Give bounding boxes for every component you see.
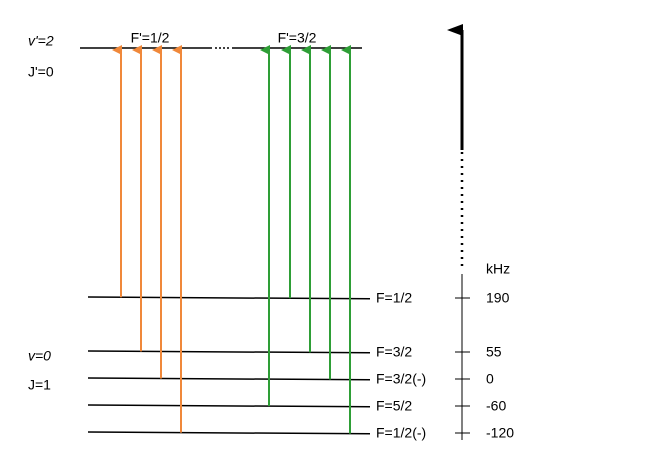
upper-level-label: F'=1/2 — [131, 30, 170, 46]
energy-label: 55 — [486, 344, 502, 360]
lower-level-label: F=3/2(-) — [376, 371, 426, 387]
energy-label: 0 — [486, 371, 494, 387]
lower-level — [87, 350, 371, 354]
lower-j-label: J=1 — [28, 377, 51, 393]
lower-level — [87, 296, 371, 300]
lower-v-label: v=0 — [28, 348, 51, 364]
lower-level-label: F=3/2 — [376, 344, 412, 360]
lower-level-label: F=1/2(-) — [376, 425, 426, 441]
energy-label: -60 — [486, 398, 506, 414]
energy-label: -120 — [486, 425, 514, 441]
lower-level-label: F=1/2 — [376, 290, 412, 306]
energy-label: 190 — [486, 290, 510, 306]
lower-level — [87, 404, 371, 408]
upper-j-label: J'=0 — [28, 64, 54, 80]
lower-level — [87, 431, 371, 435]
axis-unit: kHz — [486, 261, 510, 277]
lower-levels: F=1/2 190 F=3/2 55 F=3/2(-) 0 F=5/2 -60 F=1/2(-)… — [87, 290, 514, 441]
upper-level-label: F'=3/2 — [278, 30, 317, 46]
upper-v-label: v'=2 — [28, 33, 54, 49]
lower-level-label: F=5/2 — [376, 398, 412, 414]
lower-level — [87, 377, 371, 381]
transitions — [112, 45, 351, 434]
